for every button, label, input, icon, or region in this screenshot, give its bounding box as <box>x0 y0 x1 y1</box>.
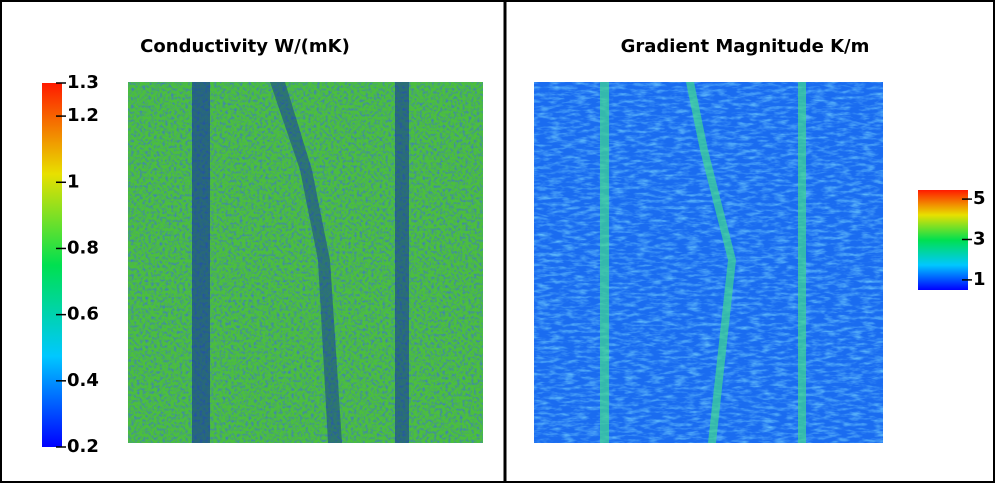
tick-label: 5 <box>973 188 986 209</box>
tick-label: 3 <box>973 228 986 249</box>
colorbar <box>918 190 968 290</box>
tick-label: 1.3 <box>67 72 99 93</box>
panel-title: Conductivity W/(mK) <box>140 36 350 57</box>
tick-label: 0.4 <box>67 370 99 391</box>
panel-title: Gradient Magnitude K/m <box>621 36 870 57</box>
tick-label: 0.6 <box>67 304 99 325</box>
gradient-field <box>534 82 883 443</box>
tick-label: 1.2 <box>67 105 99 126</box>
conductivity-field <box>128 82 483 443</box>
tick-label: 0.2 <box>67 436 99 457</box>
tick-label: 1 <box>67 171 80 192</box>
tick-label: 0.8 <box>67 237 99 258</box>
colorbar <box>42 83 62 447</box>
tick-label: 1 <box>973 269 986 290</box>
